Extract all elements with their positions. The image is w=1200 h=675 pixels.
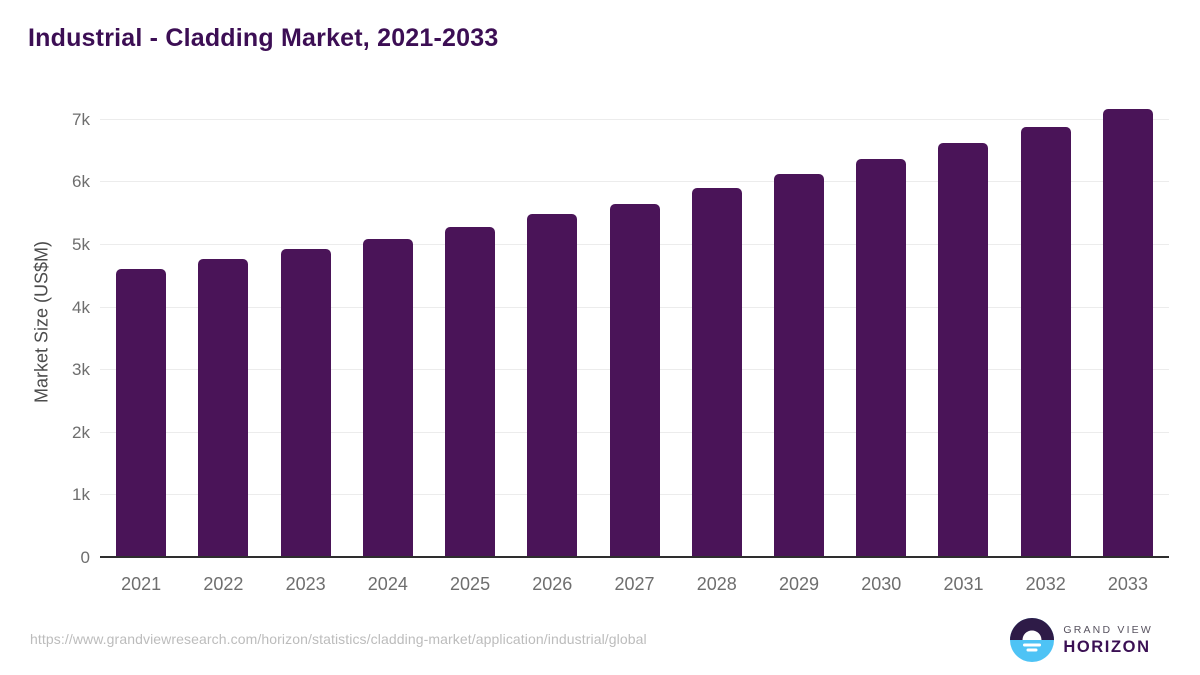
x-label-2031: 2031 [943, 574, 984, 594]
bar-slot-2027 [593, 98, 675, 556]
chart-title: Industrial - Cladding Market, 2021-2033 [28, 24, 499, 52]
bar-slot-2021 [100, 98, 182, 556]
x-axis-labels: 2021 2022 2023 2024 2025 2026 2027 2028 2029 2030… [100, 566, 1169, 595]
bar-2022[interactable] [198, 259, 249, 556]
y-tick-label: 0 [80, 548, 90, 567]
bar-2025[interactable] [445, 227, 496, 556]
bar-2024[interactable] [362, 239, 413, 556]
bar-2023[interactable] [280, 249, 331, 556]
bar-2026[interactable] [527, 214, 578, 556]
x-label-2033: 2033 [1107, 574, 1148, 594]
bar-2031[interactable] [938, 143, 989, 556]
logo-text: GRAND VIEW HORIZON [1063, 624, 1153, 657]
x-label-2024: 2024 [367, 574, 408, 594]
y-tick-label: 7k [72, 109, 90, 129]
x-label-2026: 2026 [532, 574, 573, 594]
x-label-2029: 2029 [778, 574, 820, 594]
x-axis-line [100, 556, 1169, 558]
bar-2021[interactable] [116, 269, 167, 556]
x-label-2022: 2022 [203, 574, 244, 594]
bar-slot-2026 [511, 98, 593, 556]
gridline-6000 [100, 181, 1169, 183]
y-axis-tick-labels: 0 1k 2k 3k 4k 5k 6k 7k [0, 98, 90, 567]
bar-slot-2032 [1005, 98, 1087, 556]
bar-slot-2030 [840, 98, 922, 556]
bar-slot-2028 [676, 98, 758, 556]
bar-2028[interactable] [691, 188, 742, 556]
y-tick-label: 3k [72, 360, 90, 380]
plot-area [100, 98, 1169, 558]
x-label-2027: 2027 [614, 574, 655, 594]
bar-2027[interactable] [609, 204, 660, 556]
y-tick-label: 4k [72, 297, 90, 317]
y-tick-label: 6k [72, 172, 90, 192]
bar-slot-2033 [1087, 98, 1169, 556]
bar-slot-2029 [758, 98, 840, 556]
x-label-2032: 2032 [1025, 574, 1066, 594]
x-label-2023: 2023 [285, 574, 326, 594]
bar-slot-2023 [264, 98, 346, 556]
grand-view-horizon-logo: GRAND VIEW HORIZON [1010, 618, 1153, 662]
y-tick-label: 5k [72, 235, 90, 254]
bars-container [100, 98, 1169, 556]
bar-slot-2022 [182, 98, 264, 556]
bar-2032[interactable] [1020, 127, 1071, 556]
bar-2033[interactable] [1102, 109, 1153, 556]
bar-slot-2031 [922, 98, 1004, 556]
y-tick-label: 2k [72, 422, 90, 442]
x-label-2030: 2030 [861, 574, 902, 594]
bar-2029[interactable] [773, 174, 824, 556]
logo-horizon: HORIZON [1063, 637, 1151, 656]
logo-grand-view: GRAND VIEW [1063, 623, 1153, 636]
x-label-2028: 2028 [696, 574, 737, 594]
x-label-2025: 2025 [450, 574, 491, 594]
gridline-7000 [100, 118, 1169, 120]
bar-2030[interactable] [856, 159, 907, 556]
x-label-2021: 2021 [121, 574, 162, 594]
source-url: https://www.grandviewresearch.com/horizo… [30, 631, 647, 647]
sunrise-logo-icon [1010, 618, 1055, 662]
bar-slot-2025 [429, 98, 511, 556]
y-tick-label: 1k [72, 485, 90, 505]
bar-slot-2024 [347, 98, 429, 556]
